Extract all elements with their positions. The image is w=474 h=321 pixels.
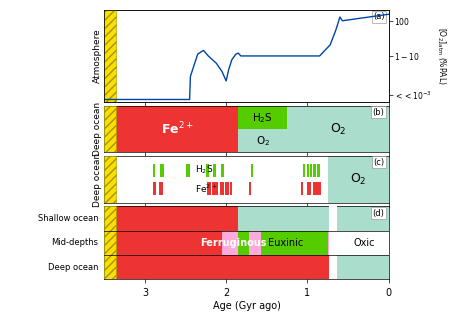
Bar [104, 106, 117, 152]
Bar [222, 231, 238, 255]
Y-axis label: Atmosphere: Atmosphere [92, 29, 101, 83]
Bar [230, 182, 232, 195]
Bar [307, 182, 310, 195]
Text: Deep ocean: Deep ocean [48, 263, 99, 272]
Bar [238, 129, 287, 152]
Bar [160, 164, 164, 177]
Y-axis label: [O$_2$]$_{\rm atm}$ (%PAL): [O$_2$]$_{\rm atm}$ (%PAL) [435, 27, 447, 85]
Bar [225, 182, 228, 195]
Bar [238, 106, 287, 129]
Text: Euxinic: Euxinic [268, 238, 303, 248]
Bar [117, 106, 238, 152]
Text: Oxic: Oxic [354, 238, 375, 248]
Bar [249, 231, 261, 255]
Bar [329, 206, 337, 279]
Text: (d): (d) [373, 209, 384, 218]
Bar [287, 106, 389, 152]
Text: Fe$^{2+}$: Fe$^{2+}$ [195, 183, 218, 195]
Text: Ferruginous: Ferruginous [200, 238, 266, 248]
Bar [220, 182, 224, 195]
Text: Mid-depths: Mid-depths [52, 239, 99, 247]
Text: O$_2$: O$_2$ [350, 172, 366, 187]
Bar [328, 231, 333, 255]
Bar [221, 164, 224, 177]
Text: (a): (a) [373, 13, 384, 22]
Text: O$_2$: O$_2$ [329, 122, 346, 137]
Bar [207, 182, 211, 195]
Text: H$_2$S: H$_2$S [252, 111, 273, 125]
Bar [317, 164, 319, 177]
Text: Shallow ocean: Shallow ocean [38, 214, 99, 223]
Bar [104, 10, 117, 102]
Bar [307, 164, 309, 177]
Bar [313, 164, 316, 177]
Bar [310, 164, 312, 177]
Text: (b): (b) [373, 108, 384, 117]
Bar [238, 206, 389, 231]
Bar [249, 182, 251, 195]
Bar [153, 164, 155, 177]
Y-axis label: Deep ocean: Deep ocean [92, 102, 101, 156]
Bar [337, 255, 389, 279]
Bar [153, 182, 156, 195]
Bar [213, 164, 217, 177]
Text: (c): (c) [374, 158, 384, 167]
Bar [159, 182, 163, 195]
Bar [313, 182, 321, 195]
Bar [117, 206, 333, 279]
Bar [212, 182, 218, 195]
Bar [104, 206, 117, 279]
Text: O$_2$: O$_2$ [255, 134, 270, 148]
Text: H$_2$S: H$_2$S [195, 164, 214, 177]
Bar [328, 156, 389, 203]
Bar [301, 182, 303, 195]
Bar [251, 164, 253, 177]
Bar [302, 164, 305, 177]
Bar [206, 164, 209, 177]
Text: Fe$^{2+}$: Fe$^{2+}$ [161, 121, 194, 138]
Bar [104, 156, 117, 203]
Bar [185, 164, 191, 177]
Bar [238, 231, 333, 255]
Y-axis label: Deep ocean: Deep ocean [92, 152, 101, 206]
X-axis label: Age (Gyr ago): Age (Gyr ago) [212, 301, 281, 311]
